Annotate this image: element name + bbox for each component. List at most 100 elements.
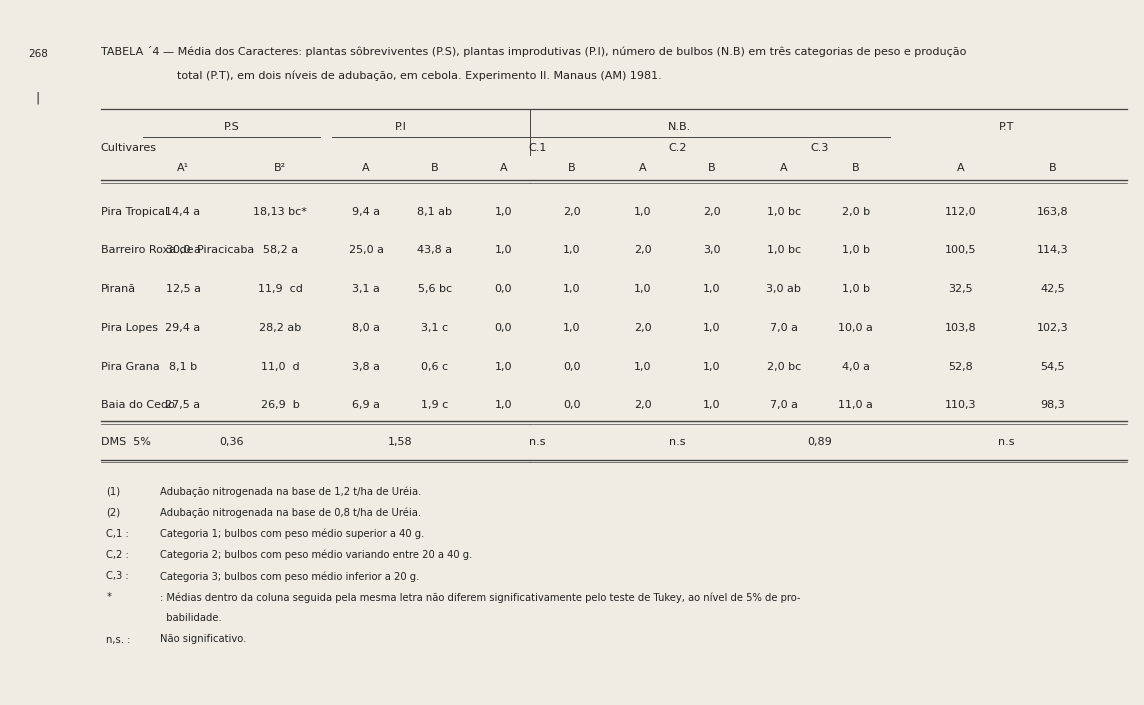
Text: 163,8: 163,8 (1036, 207, 1068, 216)
Text: 25,0 a: 25,0 a (349, 245, 383, 255)
Text: total (P.T), em dois níveis de adubação, em cebola. Experimento II. Manaus (AM) : total (P.T), em dois níveis de adubação,… (177, 70, 662, 81)
Text: 1,0: 1,0 (634, 207, 652, 216)
Text: 3,1 c: 3,1 c (421, 323, 448, 333)
Text: 18,13 bc*: 18,13 bc* (253, 207, 308, 216)
Text: 30,0 a: 30,0 a (166, 245, 200, 255)
Text: 1,0: 1,0 (494, 245, 513, 255)
Text: Categoria 3; bulbos com peso médio inferior a 20 g.: Categoria 3; bulbos com peso médio infer… (160, 571, 420, 582)
Text: P.S: P.S (224, 122, 239, 132)
Text: 268: 268 (27, 49, 48, 59)
Text: |: | (35, 92, 40, 104)
Text: 52,8: 52,8 (948, 362, 974, 372)
Text: 3,1 a: 3,1 a (352, 284, 380, 294)
Text: 3,0 ab: 3,0 ab (766, 284, 801, 294)
Text: C,2 :: C,2 : (106, 550, 129, 560)
Text: Pira Tropical: Pira Tropical (101, 207, 168, 216)
Text: 9,4 a: 9,4 a (352, 207, 380, 216)
Text: C,3 :: C,3 : (106, 571, 129, 581)
Text: : Médias dentro da coluna seguida pela mesma letra não diferem significativament: : Médias dentro da coluna seguida pela m… (160, 592, 801, 603)
Text: 1,58: 1,58 (388, 437, 413, 447)
Text: 11,0  d: 11,0 d (261, 362, 300, 372)
Text: 1,0: 1,0 (494, 400, 513, 410)
Text: 28,2 ab: 28,2 ab (260, 323, 301, 333)
Text: 14,4 a: 14,4 a (166, 207, 200, 216)
Text: A: A (780, 163, 787, 173)
Text: 32,5: 32,5 (948, 284, 974, 294)
Text: B: B (1049, 163, 1056, 173)
Text: TABELA ´4 — Média dos Caracteres: plantas sôbreviventes (P.S), plantas improduti: TABELA ´4 — Média dos Caracteres: planta… (101, 46, 966, 57)
Text: B²: B² (275, 163, 286, 173)
Text: 1,9 c: 1,9 c (421, 400, 448, 410)
Text: 110,3: 110,3 (945, 400, 977, 410)
Text: P.I: P.I (395, 122, 406, 132)
Text: 11,0 a: 11,0 a (839, 400, 873, 410)
Text: *: * (106, 592, 111, 602)
Text: Adubação nitrogenada na base de 0,8 t/ha de Uréia.: Adubação nitrogenada na base de 0,8 t/ha… (160, 508, 421, 518)
Text: 1,0 b: 1,0 b (842, 245, 869, 255)
Text: 3,0: 3,0 (702, 245, 721, 255)
Text: 0,0: 0,0 (494, 323, 513, 333)
Text: 3,8 a: 3,8 a (352, 362, 380, 372)
Text: Piranã: Piranã (101, 284, 136, 294)
Text: A: A (363, 163, 370, 173)
Text: A: A (639, 163, 646, 173)
Text: Não significativo.: Não significativo. (160, 634, 247, 644)
Text: Pira Lopes: Pira Lopes (101, 323, 158, 333)
Text: 4,0 a: 4,0 a (842, 362, 869, 372)
Text: 2,0: 2,0 (634, 323, 652, 333)
Text: N.B.: N.B. (668, 122, 691, 132)
Text: n,s. :: n,s. : (106, 634, 130, 644)
Text: Categoria 1; bulbos com peso médio superior a 40 g.: Categoria 1; bulbos com peso médio super… (160, 529, 424, 539)
Text: 43,8 a: 43,8 a (418, 245, 452, 255)
Text: C,1 :: C,1 : (106, 529, 129, 539)
Text: 5,6 bc: 5,6 bc (418, 284, 452, 294)
Text: 6,9 a: 6,9 a (352, 400, 380, 410)
Text: 7,0 a: 7,0 a (770, 400, 797, 410)
Text: B: B (569, 163, 575, 173)
Text: 1,0: 1,0 (634, 362, 652, 372)
Text: 11,9  cd: 11,9 cd (257, 284, 303, 294)
Text: 1,0: 1,0 (702, 362, 721, 372)
Text: P.T: P.T (999, 122, 1015, 132)
Text: 10,0 a: 10,0 a (839, 323, 873, 333)
Text: 2,0 b: 2,0 b (842, 207, 869, 216)
Text: 2,0: 2,0 (634, 245, 652, 255)
Text: 0,0: 0,0 (563, 400, 581, 410)
Text: 1,0: 1,0 (702, 400, 721, 410)
Text: Adubação nitrogenada na base de 1,2 t/ha de Uréia.: Adubação nitrogenada na base de 1,2 t/ha… (160, 486, 421, 497)
Text: n.s: n.s (669, 437, 685, 447)
Text: 2,0: 2,0 (702, 207, 721, 216)
Text: 1,0: 1,0 (494, 207, 513, 216)
Text: 103,8: 103,8 (945, 323, 977, 333)
Text: 27,5 a: 27,5 a (166, 400, 200, 410)
Text: DMS  5%: DMS 5% (101, 437, 151, 447)
Text: 98,3: 98,3 (1040, 400, 1065, 410)
Text: 1,0: 1,0 (563, 284, 581, 294)
Text: A: A (500, 163, 507, 173)
Text: 29,4 a: 29,4 a (166, 323, 200, 333)
Text: 1,0: 1,0 (563, 323, 581, 333)
Text: 7,0 a: 7,0 a (770, 323, 797, 333)
Text: 8,0 a: 8,0 a (352, 323, 380, 333)
Text: 1,0: 1,0 (494, 362, 513, 372)
Text: 8,1 b: 8,1 b (169, 362, 197, 372)
Text: 2,0: 2,0 (634, 400, 652, 410)
Text: 42,5: 42,5 (1040, 284, 1065, 294)
Text: 0,0: 0,0 (563, 362, 581, 372)
Text: Categoria 2; bulbos com peso médio variando entre 20 a 40 g.: Categoria 2; bulbos com peso médio varia… (160, 550, 472, 560)
Text: 1,0 b: 1,0 b (842, 284, 869, 294)
Text: Barreiro Roxa de Piracicaba: Barreiro Roxa de Piracicaba (101, 245, 254, 255)
Text: 12,5 a: 12,5 a (166, 284, 200, 294)
Text: 1,0: 1,0 (563, 245, 581, 255)
Text: (2): (2) (106, 508, 120, 517)
Text: C.2: C.2 (668, 143, 686, 153)
Text: 26,9  b: 26,9 b (261, 400, 300, 410)
Text: 0,0: 0,0 (494, 284, 513, 294)
Text: 102,3: 102,3 (1036, 323, 1068, 333)
Text: 0,89: 0,89 (808, 437, 832, 447)
Text: B: B (852, 163, 859, 173)
Text: 1,0 bc: 1,0 bc (766, 245, 801, 255)
Text: babilidade.: babilidade. (160, 613, 222, 623)
Text: A: A (958, 163, 964, 173)
Text: C.3: C.3 (810, 143, 829, 153)
